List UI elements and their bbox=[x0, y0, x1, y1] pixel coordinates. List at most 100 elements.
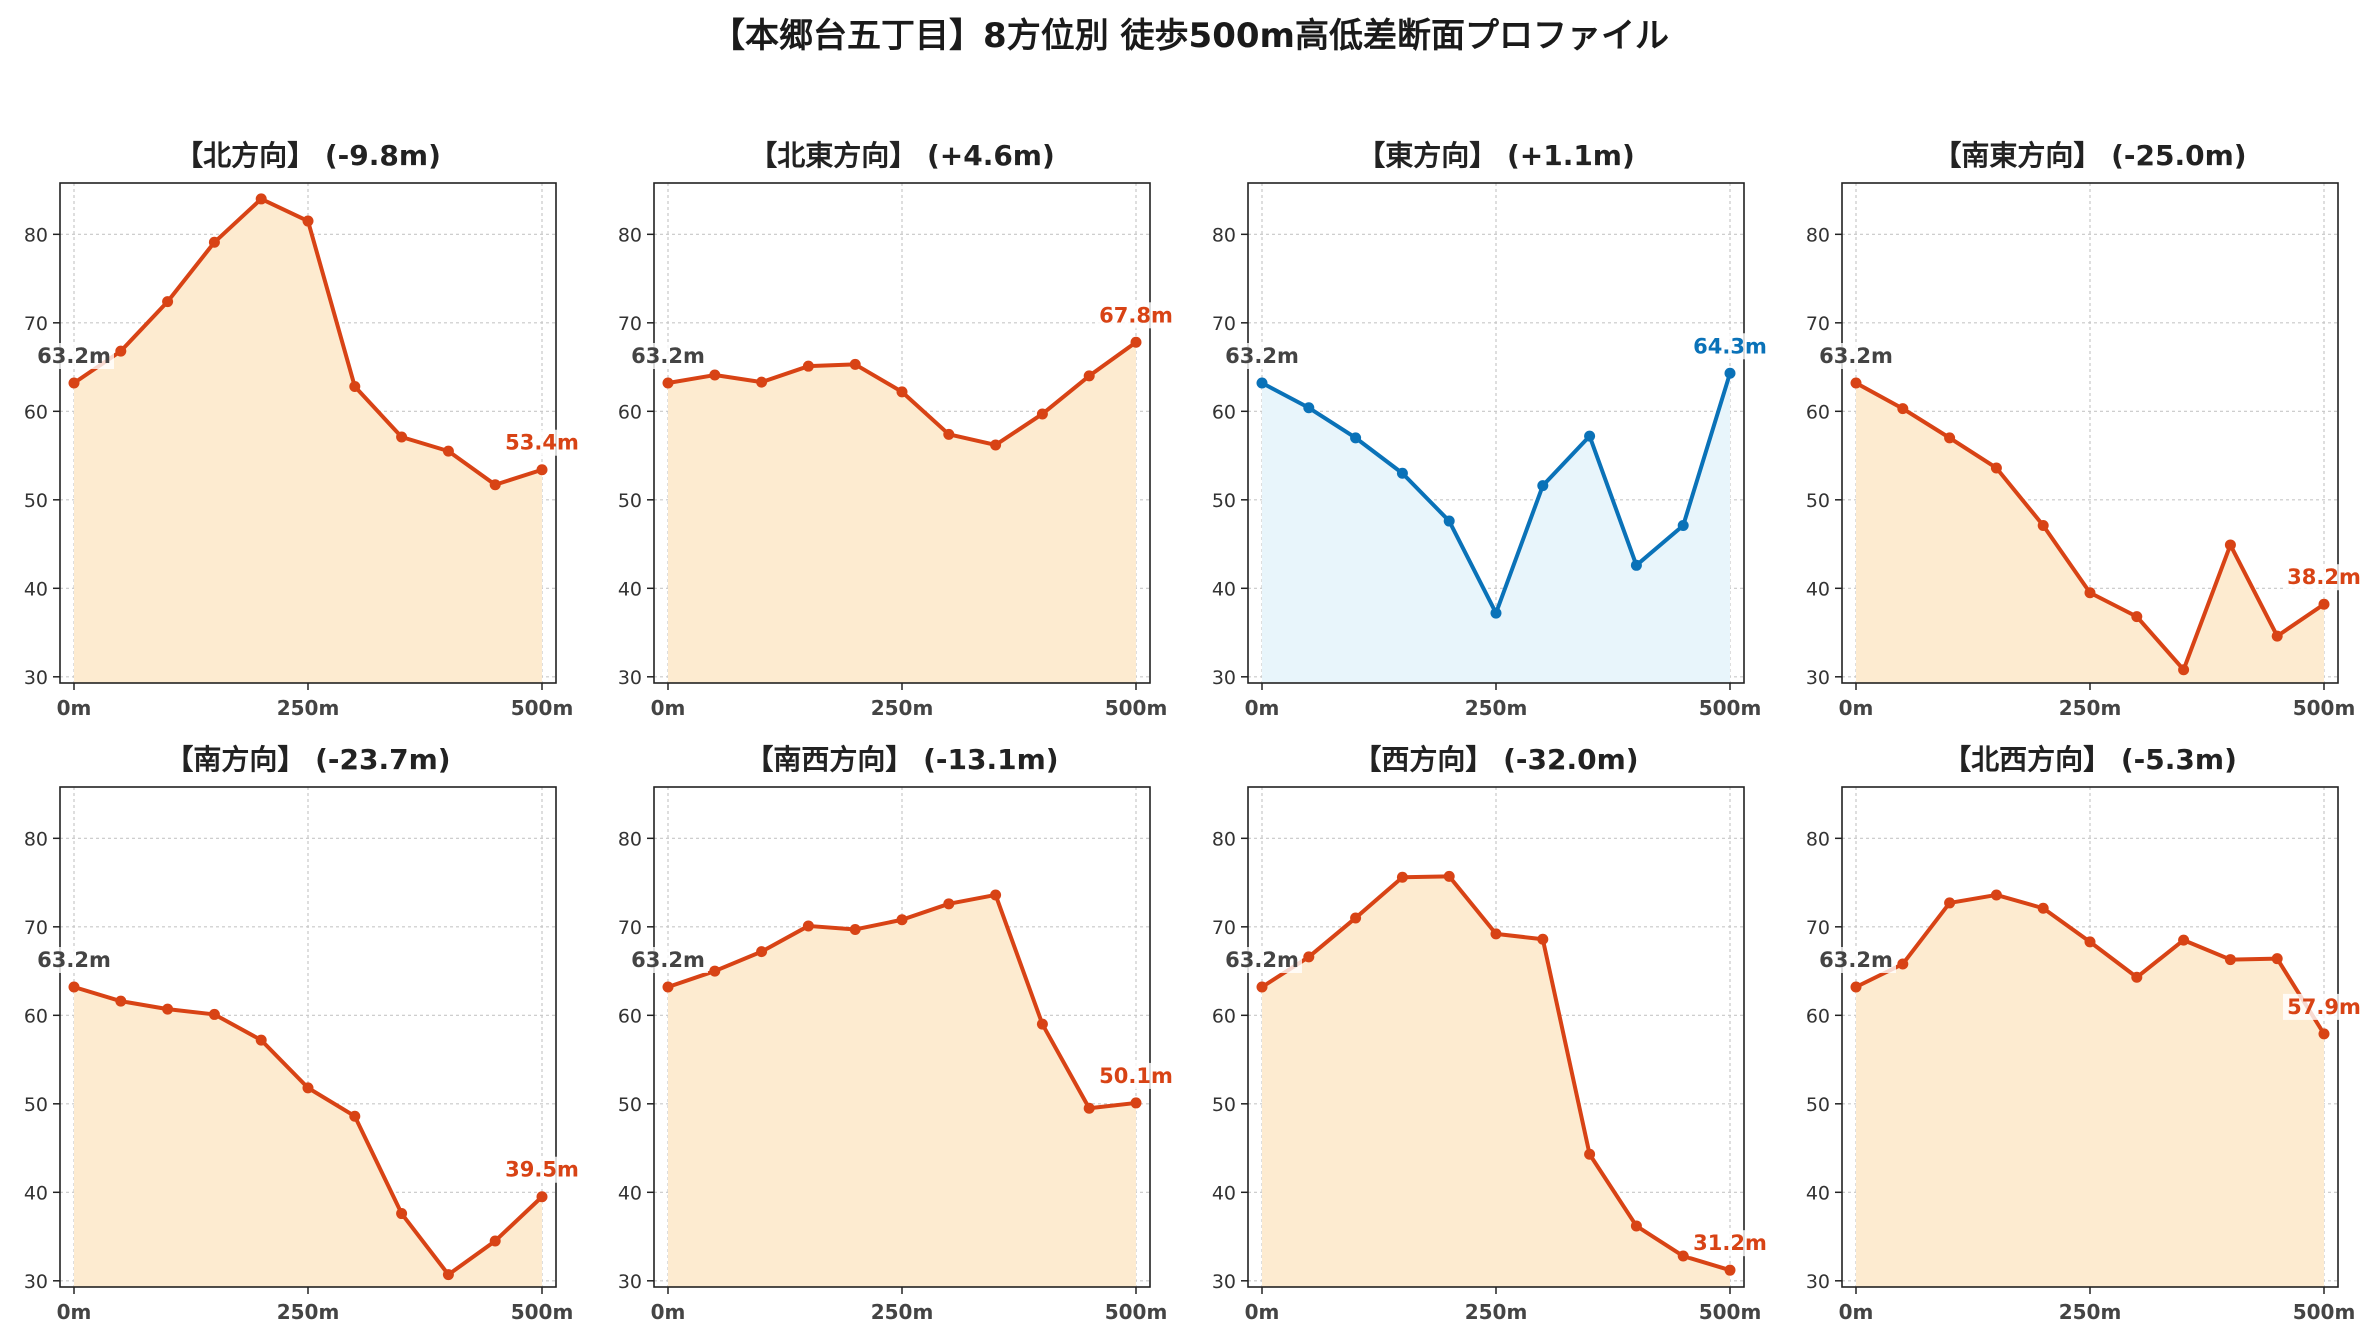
elevation-fill bbox=[74, 198, 542, 683]
data-point bbox=[2318, 1028, 2330, 1040]
y-tick-label: 30 bbox=[1806, 1271, 1830, 1293]
x-tick-label: 0m bbox=[1245, 696, 1280, 720]
data-point bbox=[349, 381, 361, 393]
data-point bbox=[802, 920, 814, 932]
data-point bbox=[849, 358, 861, 370]
data-point bbox=[1537, 933, 1549, 945]
data-point bbox=[536, 1191, 548, 1203]
data-point bbox=[2037, 519, 2049, 531]
panel-title: 【北西方向】 (-5.3m) bbox=[1943, 743, 2237, 776]
profile-panel: 30 40 50 60 70 80 0m 250m 500m 【南方向】 (-23.7m) 63.2… bbox=[24, 743, 581, 1324]
y-tick-label: 30 bbox=[1806, 667, 1830, 689]
y-tick-label: 60 bbox=[1806, 401, 1830, 423]
start-label-bg bbox=[628, 343, 708, 369]
y-tick-label: 80 bbox=[24, 828, 48, 850]
data-point bbox=[709, 369, 721, 381]
data-point bbox=[802, 360, 814, 372]
data-point bbox=[1850, 377, 1862, 389]
start-label-bg bbox=[1816, 343, 1896, 369]
data-point bbox=[990, 439, 1002, 451]
data-point bbox=[2084, 587, 2096, 599]
data-point bbox=[302, 1082, 314, 1094]
end-label-bg bbox=[1095, 302, 1175, 329]
data-point bbox=[396, 431, 408, 443]
y-tick-label: 50 bbox=[1212, 1094, 1236, 1116]
data-point bbox=[1724, 1264, 1736, 1276]
data-point bbox=[442, 445, 454, 457]
data-point bbox=[396, 1208, 408, 1220]
data-point bbox=[1944, 432, 1956, 444]
end-elevation-label: 67.8m bbox=[1099, 303, 1173, 327]
y-tick-label: 80 bbox=[618, 224, 642, 246]
y-tick-label: 40 bbox=[618, 578, 642, 600]
y-tick-label: 50 bbox=[1806, 1094, 1830, 1116]
y-tick-label: 70 bbox=[1212, 917, 1236, 939]
y-tick-label: 40 bbox=[1806, 1182, 1830, 1204]
data-point bbox=[1443, 515, 1455, 527]
panel-title: 【西方向】 (-32.0m) bbox=[1353, 743, 1638, 776]
profile-panel: 30 40 50 60 70 80 0m 250m 500m 【東方向】 (+1.1m) 63.2m… bbox=[1212, 139, 1769, 720]
data-point bbox=[1036, 1018, 1048, 1030]
y-tick-label: 40 bbox=[618, 1182, 642, 1204]
x-tick-label: 500m bbox=[511, 1300, 574, 1324]
x-tick-label: 250m bbox=[871, 696, 934, 720]
data-point bbox=[896, 914, 908, 926]
end-label-bg bbox=[1689, 333, 1769, 360]
data-point bbox=[1490, 928, 1502, 940]
data-point bbox=[442, 1269, 454, 1281]
x-tick-label: 250m bbox=[1465, 696, 1528, 720]
start-elevation-label: 63.2m bbox=[1225, 948, 1299, 972]
y-tick-label: 50 bbox=[24, 490, 48, 512]
data-point bbox=[208, 1008, 220, 1020]
y-tick-label: 60 bbox=[1212, 1005, 1236, 1027]
elevation-fill bbox=[668, 342, 1136, 683]
data-point bbox=[1490, 607, 1502, 619]
data-point bbox=[1990, 462, 2002, 474]
end-label-bg bbox=[2283, 564, 2363, 591]
data-point bbox=[1036, 408, 1048, 420]
data-point bbox=[2131, 971, 2143, 983]
end-label-bg bbox=[2283, 993, 2363, 1020]
panel-title: 【南西方向】 (-13.1m) bbox=[745, 743, 1058, 776]
elevation-fill bbox=[1856, 894, 2324, 1287]
data-point bbox=[1677, 1250, 1689, 1262]
y-tick-label: 50 bbox=[618, 1094, 642, 1116]
x-tick-label: 250m bbox=[277, 696, 340, 720]
data-point bbox=[1396, 871, 1408, 883]
figure-title: 【本郷台五丁目】8方位別 徒歩500m高低差断面プロファイル bbox=[711, 16, 1669, 56]
data-point bbox=[489, 1235, 501, 1247]
data-point bbox=[2131, 611, 2143, 623]
x-tick-label: 250m bbox=[277, 1300, 340, 1324]
end-elevation-label: 64.3m bbox=[1693, 334, 1767, 358]
start-elevation-label: 63.2m bbox=[1819, 948, 1893, 972]
data-point bbox=[896, 386, 908, 398]
data-point bbox=[1256, 981, 1268, 993]
y-tick-label: 50 bbox=[1806, 490, 1830, 512]
data-point bbox=[1083, 370, 1095, 382]
profile-panel: 30 40 50 60 70 80 0m 250m 500m 【北方向】 (-9.8m) 63.2m… bbox=[24, 139, 581, 720]
data-point bbox=[208, 236, 220, 248]
data-point bbox=[2271, 953, 2283, 965]
start-label-bg bbox=[1816, 947, 1896, 973]
x-tick-label: 0m bbox=[1839, 1300, 1874, 1324]
data-point bbox=[943, 428, 955, 440]
x-tick-label: 250m bbox=[2059, 1300, 2122, 1324]
data-point bbox=[1130, 336, 1142, 348]
data-point bbox=[756, 376, 768, 388]
data-point bbox=[1584, 430, 1596, 442]
x-tick-label: 500m bbox=[511, 696, 574, 720]
end-elevation-label: 50.1m bbox=[1099, 1064, 1173, 1088]
profile-panel: 30 40 50 60 70 80 0m 250m 500m 【西方向】 (-32.0m) 63.2… bbox=[1212, 743, 1769, 1324]
y-tick-label: 40 bbox=[1212, 578, 1236, 600]
start-elevation-label: 63.2m bbox=[631, 344, 705, 368]
data-point bbox=[849, 923, 861, 935]
data-point bbox=[2084, 936, 2096, 948]
start-elevation-label: 63.2m bbox=[37, 948, 111, 972]
data-point bbox=[255, 193, 267, 205]
x-tick-label: 0m bbox=[651, 696, 686, 720]
y-tick-label: 40 bbox=[1212, 1182, 1236, 1204]
start-label-bg bbox=[1222, 343, 1302, 369]
x-tick-label: 250m bbox=[1465, 1300, 1528, 1324]
y-tick-label: 30 bbox=[24, 1271, 48, 1293]
data-point bbox=[1944, 897, 1956, 909]
